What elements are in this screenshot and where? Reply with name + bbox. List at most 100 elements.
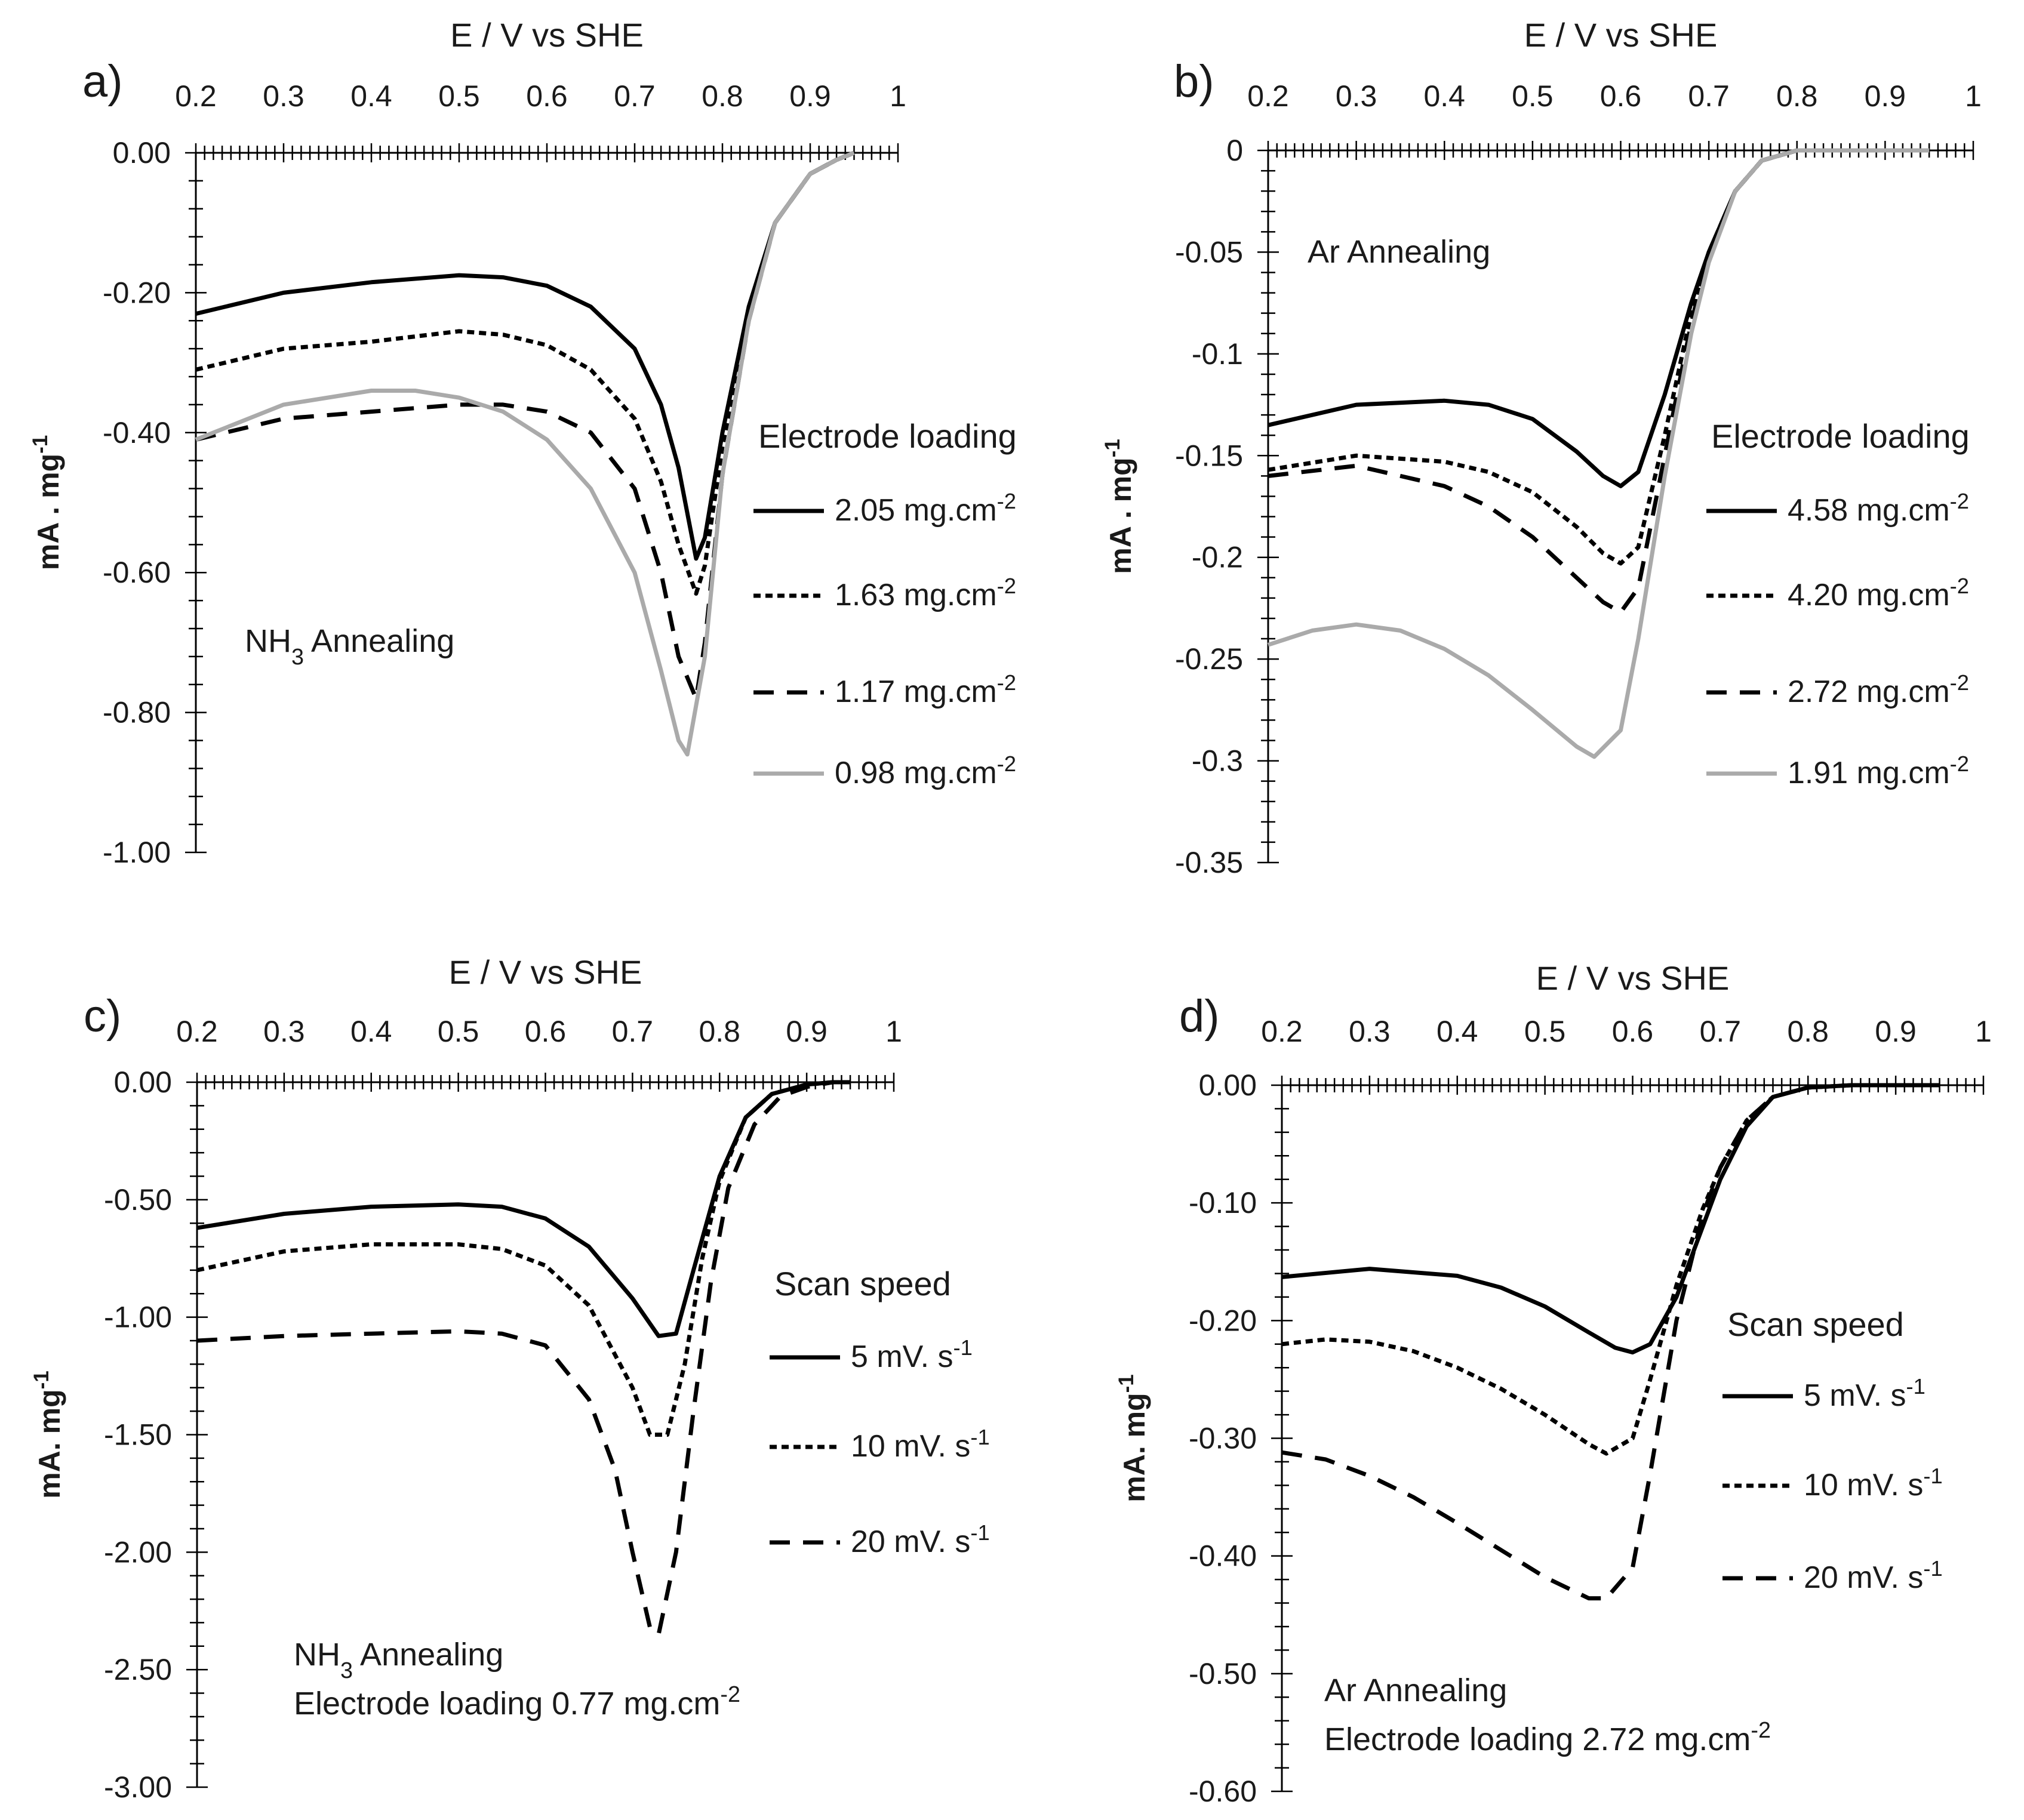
panel-c-y-tick-label: -2.00 — [104, 1535, 172, 1569]
panel-d-legend-title: Scan speed — [1727, 1305, 1904, 1343]
panel-b-x-tick-label: 0.3 — [1336, 79, 1377, 113]
panel-d-x-tick-label: 0.3 — [1349, 1015, 1391, 1048]
panel-b-legend-label: 1.91 mg.cm-2 — [1788, 752, 1969, 791]
panel-c-y-tick-label: -1.00 — [104, 1301, 172, 1334]
panel-b-y-tick-label: -0.35 — [1175, 846, 1243, 879]
panel-c-x-tick-label: 0.6 — [525, 1015, 567, 1048]
panel-b-x-tick-label: 0.9 — [1865, 79, 1906, 113]
panel-a-x-tick-label: 0.3 — [263, 79, 304, 113]
panel-a-x-tick-label: 0.4 — [350, 79, 392, 113]
panel-d-letter: d) — [1179, 991, 1220, 1042]
panel-d-x-tick-label: 0.4 — [1437, 1015, 1478, 1048]
panel-a-legend-title: Electrode loading — [758, 417, 1017, 455]
panel-c-x-tick-label: 0.9 — [786, 1015, 828, 1048]
panel-d-x-tick-label: 1 — [1975, 1015, 1992, 1048]
panel-c-y-tick-label: 0.00 — [114, 1065, 172, 1099]
panel-b-annotation: Ar Annealing — [1308, 234, 1490, 270]
panel-b-ylabel: mA . mg-1 — [1101, 439, 1138, 574]
panel-d-ylabel: mA. mg-1 — [1115, 1374, 1152, 1502]
panel-a-letter: a) — [82, 56, 123, 107]
panel-a-x-tick-label: 0.7 — [614, 79, 656, 113]
panel-c-ylabel: mA. mg-1 — [30, 1371, 67, 1498]
panel-a-series-4-line — [195, 150, 855, 757]
panel-a-y-tick-label: -0.40 — [103, 416, 171, 449]
panel-d-legend-label: 20 mV. s-1 — [1804, 1556, 1943, 1596]
panel-a-annotation: NH3 Annealing — [245, 623, 454, 670]
panel-a-x-tick-label: 0.8 — [702, 79, 743, 113]
panel-d-y-tick-label: -0.20 — [1189, 1304, 1257, 1337]
panel-a-x-tick-label: 0.2 — [175, 79, 217, 113]
panel-c-y-tick-label: -2.50 — [104, 1653, 172, 1686]
panel-c-xlabel: E / V vs SHE — [449, 953, 642, 991]
panel-c-y-tick-label: -0.50 — [104, 1183, 172, 1217]
panel-d-x-tick-label: 0.8 — [1787, 1015, 1829, 1048]
panel-d-y-tick-label: 0.00 — [1199, 1068, 1257, 1102]
panel-c-legend-label: 5 mV. s-1 — [851, 1335, 973, 1375]
panel-c-x-tick-label: 0.2 — [176, 1015, 218, 1048]
panel-a-y-tick-label: -0.60 — [103, 556, 171, 589]
panel-d-x-tick-label: 0.2 — [1261, 1015, 1303, 1048]
panel-b-series-3-line — [1268, 148, 1930, 615]
panel-a-series-2-line — [195, 150, 855, 596]
panel-a-y-tick-label: 0.00 — [113, 136, 171, 170]
panel-c-letter: c) — [84, 991, 121, 1042]
panel-d-y-tick-label: -0.40 — [1189, 1539, 1257, 1573]
panel-b-y-tick-label: -0.2 — [1192, 541, 1243, 574]
panel-b-xlabel: E / V vs SHE — [1524, 16, 1718, 54]
panel-a-legend-label: 1.17 mg.cm-2 — [835, 670, 1016, 710]
panel-a-ylabel: mA . mg-1 — [29, 435, 66, 571]
panel-b-legend-title: Electrode loading — [1711, 417, 1970, 455]
panel-a-legend-label: 1.63 mg.cm-2 — [835, 574, 1016, 613]
panel-d-y-tick-label: -0.60 — [1189, 1775, 1257, 1808]
panel-b-series-4-line — [1267, 148, 1930, 759]
panel-b-y-tick-label: -0.05 — [1175, 235, 1243, 269]
panel-a-y-tick-label: -1.00 — [103, 836, 171, 869]
panel-a-series-1-line — [195, 150, 855, 561]
panel-b-y-tick-label: -0.15 — [1175, 439, 1243, 472]
panel-c-annotation: Electrode loading 0.77 mg.cm-2 — [294, 1682, 740, 1722]
panel-b-y-tick-label: 0 — [1226, 134, 1243, 167]
panel-d-legend-label: 5 mV. s-1 — [1804, 1374, 1925, 1413]
panel-a-xlabel: E / V vs SHE — [450, 16, 644, 54]
panel-d-x-tick-label: 0.7 — [1700, 1015, 1742, 1048]
panel-d-legend-label: 10 mV. s-1 — [1804, 1464, 1943, 1503]
panel-c-legend-title: Scan speed — [774, 1265, 951, 1302]
panel-b-x-tick-label: 0.5 — [1512, 79, 1554, 113]
panel-c-x-tick-label: 0.8 — [699, 1015, 740, 1048]
panel-b-x-tick-label: 0.4 — [1423, 79, 1465, 113]
panel-b-x-tick-label: 0.8 — [1776, 79, 1818, 113]
panel-d-x-tick-label: 0.9 — [1875, 1015, 1917, 1048]
panel-c-x-tick-label: 0.4 — [350, 1015, 392, 1048]
panel-b-legend-label: 4.58 mg.cm-2 — [1788, 489, 1969, 528]
panel-c-series-3-line — [196, 1080, 851, 1637]
panel-b-x-tick-label: 0.7 — [1688, 79, 1730, 113]
panel-d-series-3-line — [1281, 1083, 1940, 1601]
panel-a-legend-label: 2.05 mg.cm-2 — [835, 489, 1016, 528]
panel-a-x-tick-label: 0.9 — [789, 79, 831, 113]
panel-b-x-tick-label: 1 — [1965, 79, 1982, 113]
panel-d-y-tick-label: -0.10 — [1189, 1186, 1257, 1220]
panel-c-x-tick-label: 0.5 — [438, 1015, 479, 1048]
panel-c-x-tick-label: 0.3 — [263, 1015, 305, 1048]
panel-d-x-tick-label: 0.5 — [1524, 1015, 1566, 1048]
panel-c-annotation: NH3 Annealing — [294, 1637, 503, 1683]
panel-d-x-tick-label: 0.6 — [1612, 1015, 1654, 1048]
panel-b-legend-label: 2.72 mg.cm-2 — [1788, 670, 1969, 710]
panel-d-annotation: Electrode loading 2.72 mg.cm-2 — [1324, 1718, 1771, 1757]
panel-a-x-tick-label: 0.6 — [526, 79, 568, 113]
panel-c-y-tick-label: -3.00 — [104, 1770, 172, 1804]
panel-b-legend-label: 4.20 mg.cm-2 — [1788, 574, 1969, 613]
panel-d-y-tick-label: -0.30 — [1189, 1422, 1257, 1455]
panel-b-y-tick-label: -0.3 — [1192, 744, 1243, 778]
panel-c-series-1-line — [196, 1080, 851, 1338]
panel-b-x-tick-label: 0.2 — [1247, 79, 1289, 113]
panel-d-annotation: Ar Annealing — [1324, 1673, 1507, 1708]
panel-c-y-tick-label: -1.50 — [104, 1418, 172, 1452]
panel-a-y-tick-label: -0.80 — [103, 696, 171, 729]
panel-a-legend-label: 0.98 mg.cm-2 — [835, 752, 1016, 791]
panel-c-x-tick-label: 1 — [885, 1015, 902, 1048]
panel-a-y-tick-label: -0.20 — [103, 276, 171, 309]
panel-b-x-tick-label: 0.6 — [1600, 79, 1642, 113]
panel-c-series-2-line — [196, 1080, 851, 1437]
